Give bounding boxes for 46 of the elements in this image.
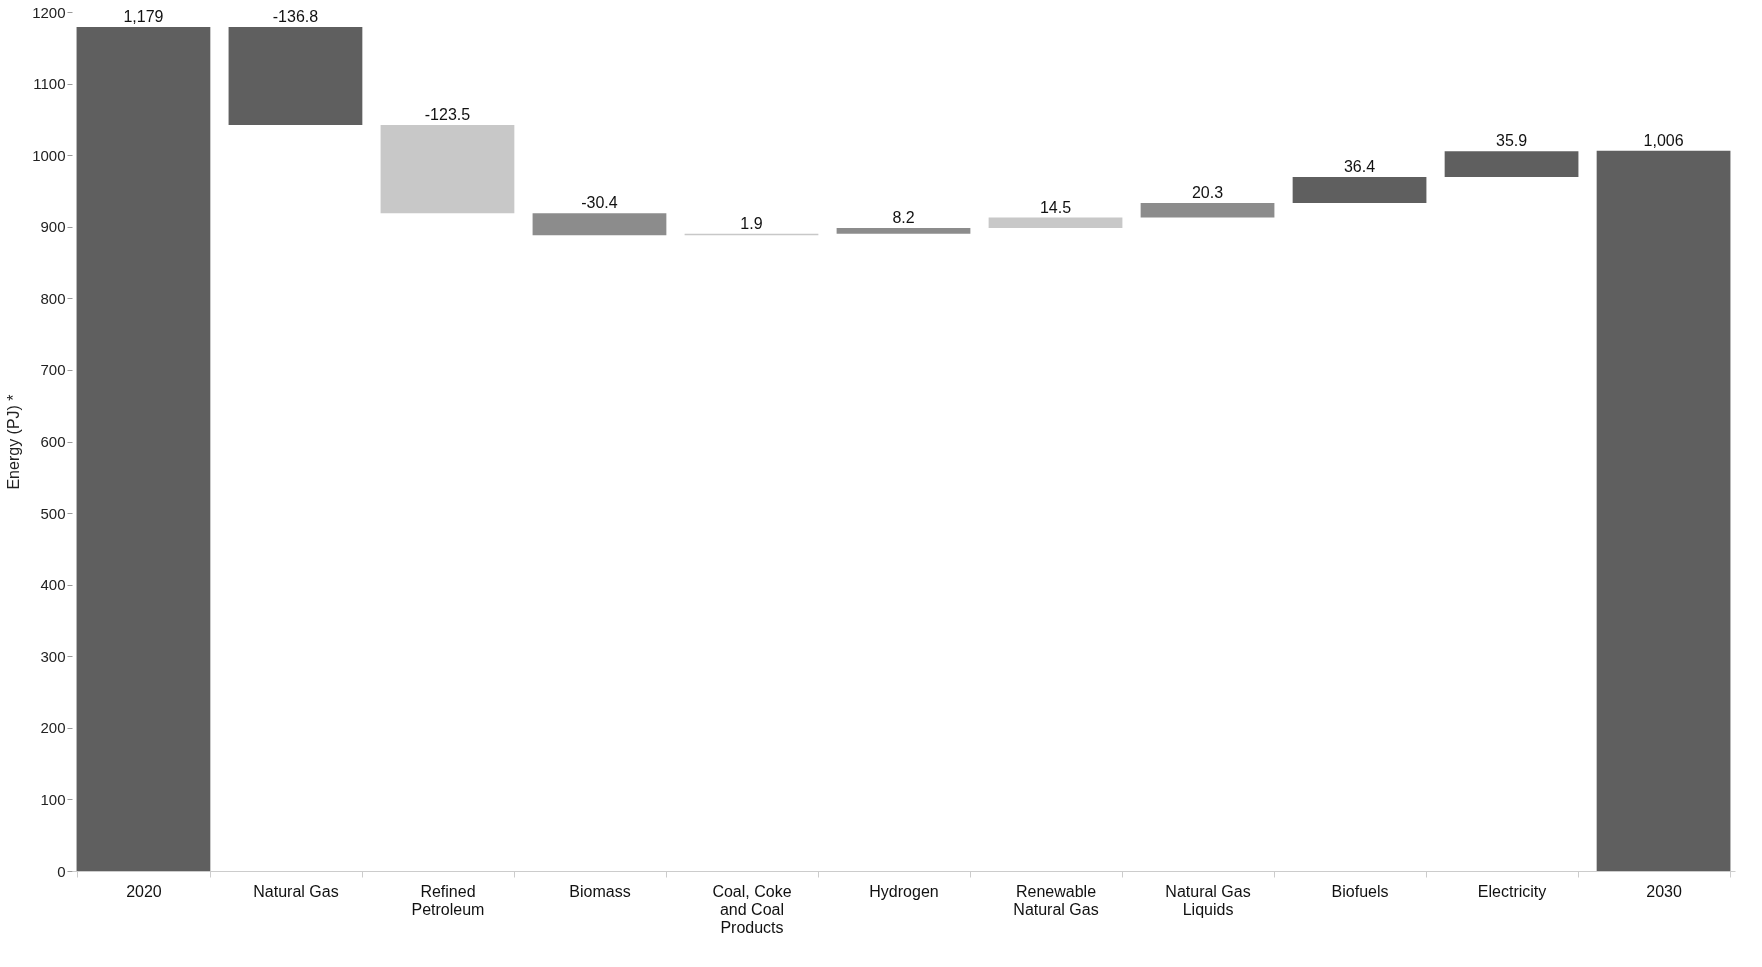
y-tick-label: 400 bbox=[40, 576, 66, 594]
y-axis-title: Energy (PJ) * bbox=[5, 394, 23, 490]
bar bbox=[836, 227, 971, 234]
x-tick-label: 2030 bbox=[1646, 882, 1682, 900]
x-tick-label: Coal, Coke and Coal Products bbox=[712, 882, 792, 936]
bar bbox=[1292, 176, 1427, 203]
y-tick-label: 300 bbox=[40, 647, 66, 665]
x-tick-label: Hydrogen bbox=[869, 882, 939, 900]
y-tick-label: 900 bbox=[40, 218, 66, 236]
x-tick-label: Natural Gas Liquids bbox=[1165, 882, 1251, 918]
bar bbox=[228, 27, 363, 125]
data-label: -30.4 bbox=[581, 194, 618, 212]
data-label: 20.3 bbox=[1191, 183, 1224, 201]
x-tick-label: Renewable Natural Gas bbox=[1013, 882, 1099, 918]
x-tick-label: Electricity bbox=[1477, 882, 1547, 900]
x-tick-label: Refined Petroleum bbox=[411, 882, 485, 918]
y-tick-label: 1000 bbox=[32, 146, 66, 164]
data-label: -123.5 bbox=[424, 105, 471, 123]
bar bbox=[380, 124, 515, 214]
y-tick-label: 700 bbox=[40, 361, 66, 379]
y-tick-label: 600 bbox=[40, 433, 66, 450]
y-tick-label: 100 bbox=[40, 790, 66, 808]
bar bbox=[532, 213, 667, 236]
data-label: 1.9 bbox=[740, 214, 763, 232]
x-tick-label: Biomass bbox=[569, 882, 631, 900]
y-tick-label: 0 bbox=[57, 862, 66, 880]
data-label: 36.4 bbox=[1343, 157, 1376, 175]
bar bbox=[76, 27, 211, 871]
data-label: 1,179 bbox=[123, 8, 164, 26]
x-tick-label: 2020 bbox=[126, 882, 162, 900]
bar bbox=[1444, 151, 1579, 177]
y-tick-label: 1100 bbox=[33, 75, 66, 93]
bar bbox=[988, 217, 1123, 228]
data-label: 14.5 bbox=[1039, 198, 1072, 216]
data-label: 1,006 bbox=[1643, 131, 1684, 149]
x-tick-label: Biofuels bbox=[1331, 882, 1389, 900]
bar bbox=[1140, 202, 1275, 218]
y-tick-label: 1200 bbox=[32, 3, 66, 21]
y-tick-label: 800 bbox=[40, 289, 66, 307]
data-label: 8.2 bbox=[892, 208, 915, 226]
y-tick-label: 500 bbox=[40, 504, 66, 522]
data-label: -136.8 bbox=[272, 8, 319, 26]
x-tick-label: Natural Gas bbox=[253, 882, 339, 900]
bar bbox=[1596, 150, 1731, 871]
y-tick-label: 200 bbox=[40, 719, 66, 737]
data-label: 35.9 bbox=[1495, 132, 1528, 150]
